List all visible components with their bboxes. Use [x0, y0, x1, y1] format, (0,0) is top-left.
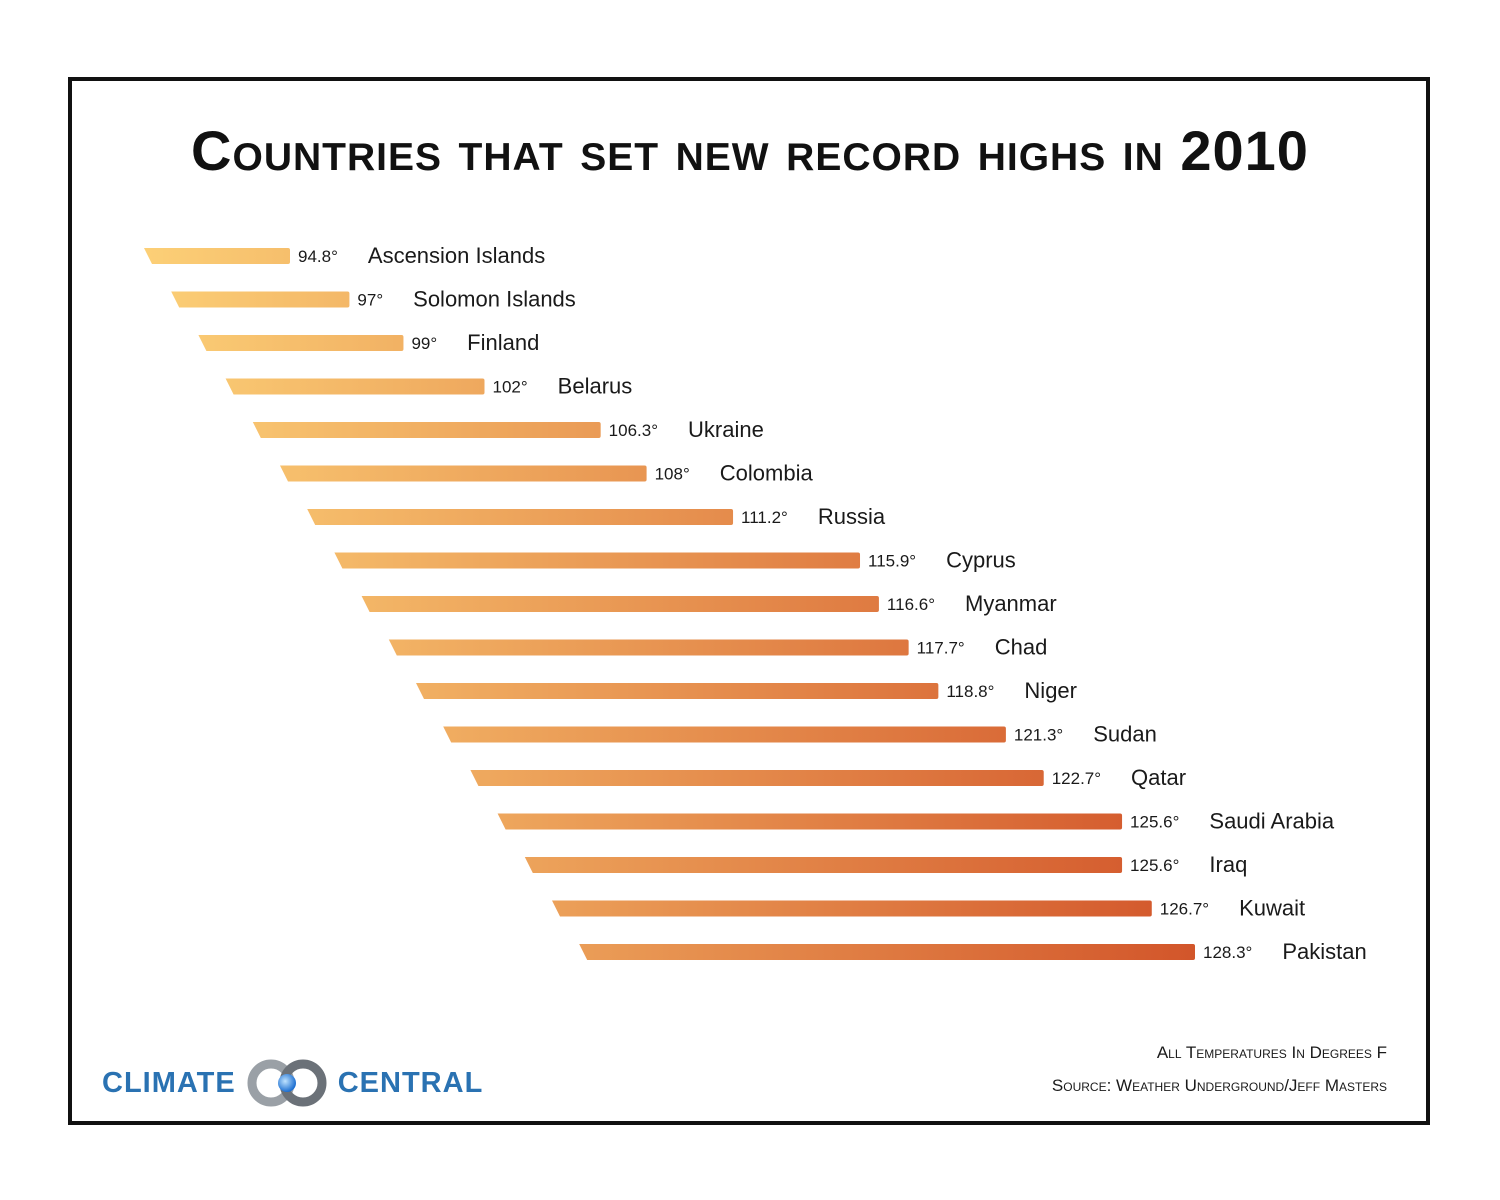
value-label: 108° — [655, 465, 690, 484]
category-label: Niger — [1024, 678, 1077, 703]
value-label: 118.8° — [946, 682, 994, 701]
bar-russia — [307, 509, 734, 525]
category-label: Chad — [995, 635, 1048, 660]
bar-ascension-islands — [144, 248, 290, 264]
bar-kuwait — [552, 900, 1152, 917]
category-label: Cyprus — [946, 548, 1016, 573]
bar-sudan — [443, 726, 1006, 743]
category-label: Ukraine — [688, 417, 764, 442]
units-note: All Temperatures In Degrees F — [1156, 1043, 1387, 1062]
bar-myanmar — [361, 596, 879, 612]
category-label: Saudi Arabia — [1209, 809, 1335, 834]
value-label: 106.3° — [609, 421, 658, 440]
value-label: 121.3° — [1014, 726, 1063, 745]
value-label: 117.7° — [917, 639, 965, 658]
value-label: 97° — [357, 291, 383, 310]
value-label: 99° — [411, 334, 437, 353]
logo-word-left: CLIMATE — [102, 1066, 236, 1099]
bar-iraq — [524, 857, 1123, 873]
value-label: 94.8° — [298, 247, 338, 266]
value-label: 115.9° — [868, 552, 916, 571]
bar-colombia — [280, 465, 647, 482]
bar-solomon-islands — [171, 291, 350, 308]
bar-niger — [416, 683, 939, 699]
bar-chad — [388, 639, 909, 656]
category-label: Kuwait — [1239, 896, 1305, 921]
bar-ukraine — [252, 422, 601, 438]
value-label: 111.2° — [741, 508, 788, 527]
value-label: 125.6° — [1130, 856, 1179, 875]
category-label: Myanmar — [965, 591, 1057, 616]
value-label: 128.3° — [1203, 943, 1252, 962]
source-note: Source: Weather Underground/Jeff Masters — [1051, 1076, 1387, 1095]
category-label: Qatar — [1131, 765, 1186, 790]
value-label: 125.6° — [1130, 813, 1179, 832]
category-label: Colombia — [720, 461, 814, 486]
category-label: Belarus — [558, 374, 633, 399]
category-label: Pakistan — [1282, 939, 1366, 964]
category-label: Ascension Islands — [368, 243, 545, 268]
category-label: Sudan — [1093, 722, 1157, 747]
value-label: 116.6° — [887, 595, 935, 614]
value-label: 122.7° — [1052, 769, 1101, 788]
linked-rings-icon — [247, 1059, 327, 1107]
bar-qatar — [470, 770, 1044, 786]
category-label: Russia — [818, 504, 886, 529]
category-label: Iraq — [1209, 852, 1247, 877]
bar-cyprus — [334, 552, 861, 569]
bar-finland — [198, 335, 404, 351]
value-label: 102° — [493, 378, 528, 397]
value-label: 126.7° — [1160, 900, 1209, 919]
logo-word-right: CENTRAL — [337, 1066, 484, 1099]
bar-belarus — [225, 378, 485, 395]
bar-saudi-arabia — [497, 813, 1123, 830]
bar-pakistan — [579, 944, 1195, 960]
category-label: Finland — [467, 330, 539, 355]
chart-title: Countries that set new record highs in 2… — [191, 119, 1309, 182]
category-label: Solomon Islands — [413, 287, 576, 312]
climate-central-logo: CLIMATE CENTRAL — [102, 1058, 483, 1108]
